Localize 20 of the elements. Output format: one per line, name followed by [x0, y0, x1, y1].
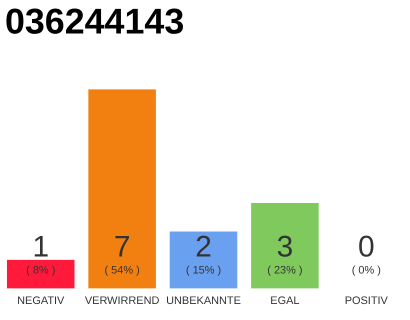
x-tick-label: POSITIV	[344, 294, 389, 307]
x-tick-label: VERWIRREND	[84, 294, 160, 307]
x-tick-label: NEGATIV	[17, 294, 66, 307]
data-label: 7	[114, 230, 130, 264]
bar	[88, 89, 156, 288]
annotation: ( 54% )	[104, 264, 140, 276]
data-label: 0	[358, 230, 375, 264]
data-label: 3	[276, 230, 294, 264]
x-tick-label: UNBEKANNTE	[166, 294, 241, 307]
bar	[170, 231, 238, 288]
annotation: ( 23% )	[267, 264, 303, 276]
chart-title: 036244143	[4, 2, 184, 42]
annotation: ( 0% )	[352, 264, 381, 276]
x-tick-label: EGAL	[270, 294, 300, 307]
annotation: ( 8% )	[26, 264, 56, 276]
bar	[251, 203, 319, 288]
data-label: 1	[32, 230, 50, 264]
bar	[6, 260, 75, 288]
annotation: ( 15% )	[186, 264, 222, 276]
data-label: 2	[195, 230, 212, 264]
